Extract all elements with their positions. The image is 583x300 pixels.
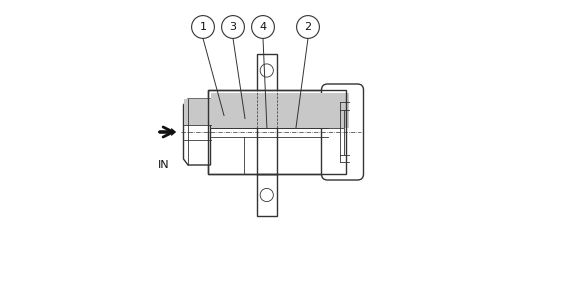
Polygon shape bbox=[184, 99, 210, 165]
Circle shape bbox=[192, 16, 215, 38]
Text: 3: 3 bbox=[230, 22, 237, 32]
Circle shape bbox=[297, 16, 319, 38]
Circle shape bbox=[222, 16, 244, 38]
Bar bbox=[210, 92, 342, 128]
Bar bbox=[208, 90, 346, 174]
Text: 4: 4 bbox=[259, 22, 266, 32]
Text: 1: 1 bbox=[199, 22, 206, 32]
Bar bbox=[184, 99, 210, 124]
Bar bbox=[257, 174, 276, 216]
FancyBboxPatch shape bbox=[321, 84, 363, 180]
Bar bbox=[208, 90, 346, 174]
Bar bbox=[329, 92, 349, 128]
Bar bbox=[257, 54, 276, 93]
Circle shape bbox=[260, 64, 273, 77]
Text: 2: 2 bbox=[304, 22, 311, 32]
Text: IN: IN bbox=[158, 160, 170, 170]
Circle shape bbox=[252, 16, 275, 38]
Circle shape bbox=[260, 188, 273, 202]
